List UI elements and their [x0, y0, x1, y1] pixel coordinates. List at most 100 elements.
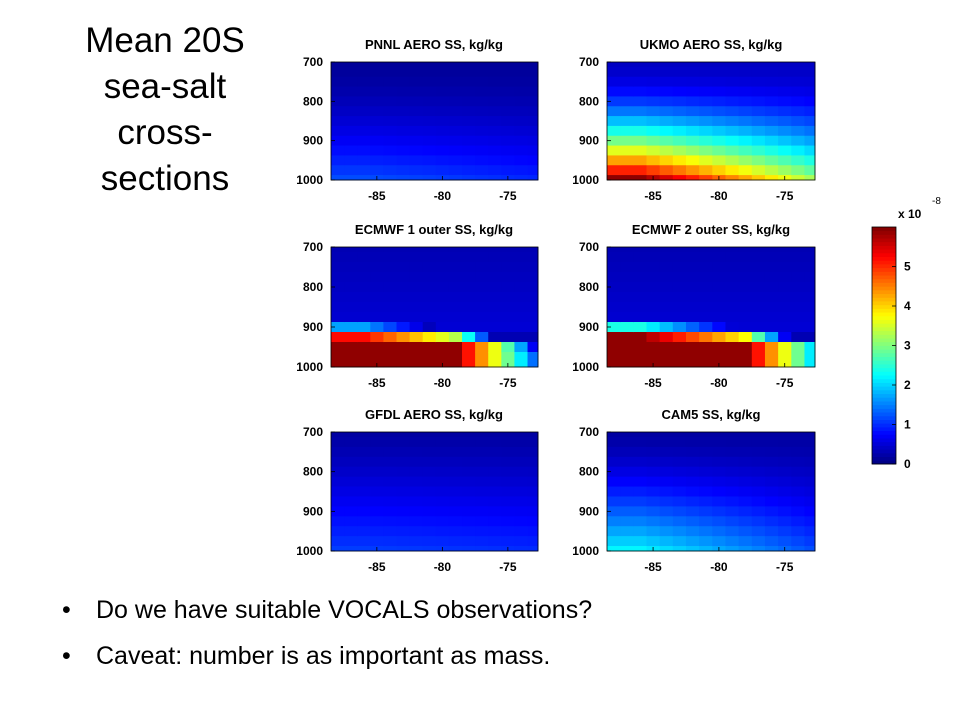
heatmap-cell: [422, 135, 437, 146]
heatmap-cell: [448, 352, 463, 363]
heatmap-cell: [422, 352, 437, 363]
heatmap-cell: [462, 302, 476, 313]
heatmap-cell: [659, 536, 674, 547]
heatmap-cell: [725, 466, 740, 478]
heatmap-cell: [659, 332, 674, 343]
heatmap-cell: [357, 546, 371, 552]
heatmap-cell: [435, 262, 450, 273]
heatmap-cell: [357, 292, 371, 303]
heatmap-cell: [633, 436, 647, 448]
heatmap-cell: [685, 282, 700, 293]
heatmap-cell: [633, 106, 647, 117]
heatmap-cell: [475, 362, 489, 368]
heatmap-cell: [804, 342, 816, 353]
heatmap-cell: [659, 145, 674, 156]
heatmap-cell: [422, 252, 437, 263]
heatmap-cell: [383, 96, 397, 107]
heatmap-cell: [409, 247, 424, 253]
heatmap-cell: [448, 332, 463, 343]
heatmap-cell: [422, 272, 437, 283]
heatmap-cell: [804, 362, 816, 368]
heatmap-cell: [725, 352, 740, 363]
heatmap-cell: [357, 106, 371, 117]
heatmap-cell: [435, 322, 450, 333]
heatmap-cell: [672, 536, 687, 547]
heatmap-cell: [422, 432, 437, 438]
heatmap-cell: [409, 96, 424, 107]
heatmap-cell: [331, 252, 345, 263]
heatmap-cell: [738, 466, 753, 478]
heatmap-cell: [344, 432, 358, 438]
heatmap-cell: [659, 456, 674, 468]
heatmap-cell: [738, 155, 753, 166]
heatmap-cell: [514, 165, 528, 176]
x-tick-label: -85: [644, 376, 662, 390]
heatmap-cell: [764, 526, 779, 537]
heatmap-cell: [699, 466, 713, 478]
heatmap-cell: [475, 476, 489, 487]
heatmap-cell: [699, 116, 713, 127]
heatmap-cell: [751, 66, 766, 78]
heatmap-cell: [462, 456, 476, 468]
heatmap-cell: [646, 432, 661, 438]
heatmap-cell: [501, 282, 515, 293]
heatmap-cell: [791, 546, 805, 552]
heatmap-cell: [435, 76, 450, 87]
heatmap-cell: [738, 432, 753, 438]
heatmap-cell: [488, 116, 502, 127]
heatmap-cell: [725, 536, 740, 547]
heatmap-cell: [357, 476, 371, 487]
heatmap-cell: [659, 342, 674, 353]
heatmap-cell: [357, 332, 371, 343]
heatmap-cell: [383, 247, 397, 253]
heatmap-cell: [685, 292, 700, 303]
heatmap-cell: [448, 466, 463, 478]
heatmap-cell: [699, 262, 713, 273]
heatmap-cell: [712, 247, 726, 253]
heatmap-cell: [448, 62, 463, 68]
heatmap-cell: [488, 436, 502, 448]
heatmap-cell: [488, 536, 502, 547]
heatmap-cell: [514, 272, 528, 283]
heatmap-cell: [646, 302, 661, 313]
heatmap-cell: [804, 247, 816, 253]
heatmap-cell: [659, 262, 674, 273]
heatmap-cell: [396, 546, 411, 552]
heatmap-cell: [659, 312, 674, 323]
heatmap-cell: [712, 292, 726, 303]
colorbar-segment: [872, 308, 896, 313]
heatmap-cell: [370, 125, 384, 137]
heatmap-cell: [791, 536, 805, 547]
heatmap-cell: [383, 62, 397, 68]
heatmap-cell: [396, 446, 411, 458]
heatmap-cell: [462, 76, 476, 87]
colorbar-segment: [872, 230, 896, 235]
colorbar-segment: [872, 271, 896, 276]
y-tick-label: 700: [579, 425, 599, 439]
heatmap-cell: [488, 292, 502, 303]
heatmap-cell: [738, 362, 753, 368]
y-tick-label: 700: [579, 55, 599, 69]
heatmap-cell: [501, 247, 515, 253]
heatmap-cell: [725, 62, 740, 68]
heatmap-cell: [409, 116, 424, 127]
x-tick-label: -80: [434, 376, 452, 390]
heatmap-cell: [672, 432, 687, 438]
heatmap-cell: [620, 312, 634, 323]
heatmap-cell: [448, 446, 463, 458]
colorbar-segment: [872, 460, 896, 465]
colorbar-segment: [872, 378, 896, 383]
heatmap-cell: [646, 496, 661, 507]
heatmap-cell: [738, 546, 753, 552]
heatmap-cell: [659, 362, 674, 368]
heatmap-cell: [357, 135, 371, 146]
heatmap-cell: [344, 96, 358, 107]
heatmap-cell: [448, 282, 463, 293]
heatmap-cell: [699, 436, 713, 448]
heatmap-cell: [514, 466, 528, 478]
heatmap-cell: [514, 496, 528, 507]
heatmap-cell: [778, 86, 792, 97]
heatmap-cell: [778, 262, 792, 273]
heatmap-cell: [685, 125, 700, 137]
heatmap-cell: [646, 342, 661, 353]
